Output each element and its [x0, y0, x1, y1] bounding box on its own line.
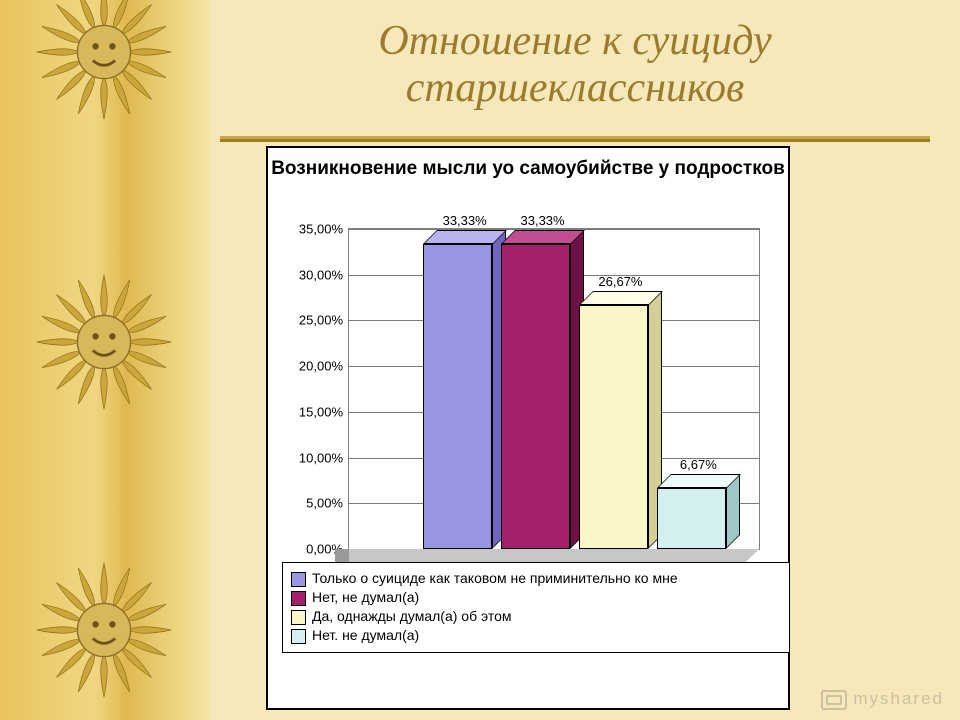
chart-floor-side	[335, 549, 349, 563]
legend-item: Нет. не думал(а)	[291, 627, 781, 645]
plot-area: 0,00%5,00%10,00%15,00%20,00%25,00%30,00%…	[348, 228, 760, 550]
bar-value-label: 33,33%	[443, 213, 487, 228]
y-tick-label: 25,00%	[299, 313, 343, 328]
sun-icon	[34, 560, 174, 700]
y-tick-label: 10,00%	[299, 450, 343, 465]
sun-icon	[34, 0, 174, 122]
sun-icon	[34, 272, 174, 412]
legend-swatch	[291, 629, 306, 644]
watermark: myshared	[821, 689, 944, 710]
slide: Отношение к суициду старшеклассников Воз…	[0, 0, 960, 720]
legend-item: Да, однажды думал(а) об этом	[291, 608, 781, 626]
y-tick-label: 20,00%	[299, 359, 343, 374]
chart-frame: Возникновение мысли уо самоубийстве у по…	[266, 146, 790, 710]
chart-title: Возникновение мысли уо самоубийстве у по…	[268, 158, 788, 180]
legend-label: Да, однажды думал(а) об этом	[312, 608, 512, 626]
legend-item: Только о суициде как таковом не приминит…	[291, 570, 781, 588]
legend-item: Нет, не думал(а)	[291, 589, 781, 607]
bar	[423, 244, 493, 549]
legend: Только о суициде как таковом не приминит…	[282, 562, 790, 653]
bar	[657, 488, 727, 549]
slide-title: Отношение к суициду старшеклассников	[210, 18, 940, 112]
bar-value-label: 26,67%	[598, 274, 642, 289]
y-tick-label: 30,00%	[299, 267, 343, 282]
legend-swatch	[291, 591, 306, 606]
y-tick-label: 35,00%	[299, 222, 343, 237]
watermark-text: myshared	[853, 689, 944, 708]
chart-floor	[335, 549, 759, 563]
divider	[220, 136, 930, 142]
legend-label: Нет. не думал(а)	[312, 627, 419, 645]
legend-swatch	[291, 572, 306, 587]
bar-value-label: 6,67%	[680, 457, 717, 472]
bar-value-label: 33,33%	[521, 213, 565, 228]
watermark-icon	[821, 690, 847, 710]
legend-swatch	[291, 610, 306, 625]
bar	[501, 244, 571, 549]
legend-label: Нет, не думал(а)	[312, 589, 419, 607]
y-tick-label: 5,00%	[306, 496, 343, 511]
bar	[579, 305, 649, 549]
y-tick-label: 15,00%	[299, 404, 343, 419]
legend-label: Только о суициде как таковом не приминит…	[312, 570, 678, 588]
